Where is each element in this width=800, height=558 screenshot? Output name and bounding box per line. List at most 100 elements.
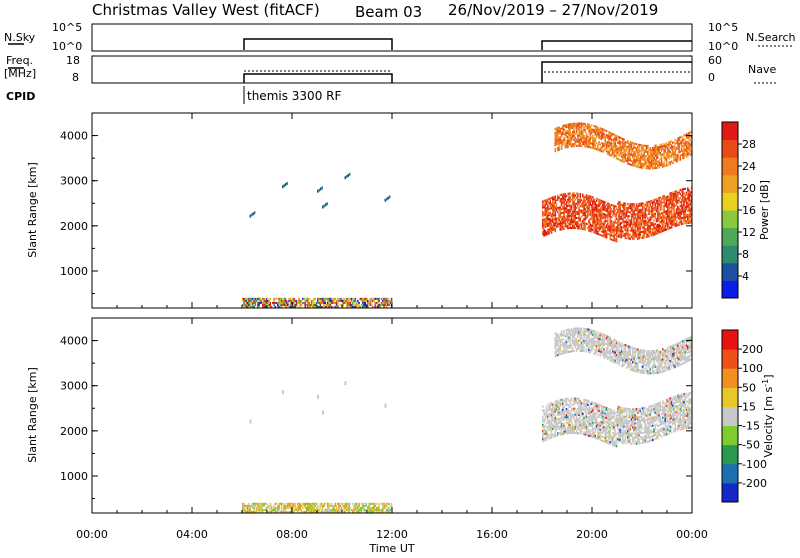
freq-tick-bottom: 8 [72, 71, 79, 84]
scatter-cell-power [630, 226, 632, 228]
scatter-cell-power [623, 223, 625, 225]
scatter-cell-vel [342, 503, 344, 505]
scatter-cell-power [566, 203, 568, 205]
scatter-cell-power [572, 127, 574, 129]
scatter-cell-vel [651, 411, 653, 413]
scatter-cell-power [263, 298, 265, 300]
scatter-cell-vel [243, 503, 245, 505]
scatter-cell-power [625, 217, 627, 219]
isolated-echo [388, 197, 390, 200]
scatter-cell-power [656, 163, 658, 165]
scatter-cell-power [570, 141, 572, 143]
scatter-cell-vel [633, 439, 635, 441]
scatter-cell-power [640, 233, 642, 235]
scatter-cell-power [572, 223, 574, 225]
scatter-cell-power [682, 223, 684, 225]
scatter-cell-vel [281, 507, 283, 509]
scatter-cell-power [655, 165, 657, 167]
scatter-cell-power [637, 219, 639, 221]
scatter-cell-vel [546, 439, 548, 441]
scatter-cell-power [555, 228, 557, 230]
scatter-cell-vel [366, 505, 368, 507]
scatter-cell-vel [638, 438, 640, 440]
scatter-cell-power [581, 139, 583, 141]
scatter-cell-power [626, 237, 628, 239]
scatter-cell-vel [566, 420, 568, 422]
isolated-echo [327, 202, 329, 205]
scatter-cell-vel [562, 399, 564, 401]
scatter-cell-vel [261, 507, 263, 509]
scatter-cell-power [638, 152, 640, 154]
scatter-cell-power [633, 238, 635, 240]
scatter-cell-power [568, 195, 570, 197]
scatter-cell-power [577, 205, 579, 207]
scatter-cell-power [633, 205, 635, 207]
y-tick-label: 3000 [60, 175, 88, 188]
scatter-cell-power [620, 208, 622, 210]
scatter-cell-power [563, 201, 565, 203]
scatter-cell-vel [571, 420, 573, 422]
scatter-cell-vel [592, 403, 594, 405]
scatter-cell-vel [542, 406, 544, 408]
scatter-cell-power [663, 219, 665, 221]
scatter-cell-power [555, 148, 557, 150]
scatter-cell-vel [656, 419, 658, 421]
scatter-cell-power [640, 235, 642, 237]
scatter-cell-power [308, 298, 310, 300]
scatter-cell-vel [313, 507, 315, 509]
scatter-cell-power [687, 202, 689, 204]
scatter-cell-vel [613, 416, 615, 418]
scatter-cell-power [580, 217, 582, 219]
scatter-cell-power [387, 302, 389, 304]
scatter-cell-power [572, 199, 574, 201]
scatter-cell-vel [621, 407, 623, 409]
scatter-cell-power [663, 153, 665, 155]
scatter-cell-power [641, 152, 643, 154]
scatter-cell-power [565, 197, 567, 199]
scatter-cell-power [658, 160, 660, 162]
scatter-cell-power [371, 298, 373, 300]
scatter-cell-vel [623, 411, 625, 413]
scatter-cell-vel [278, 505, 280, 507]
scatter-cell-vel [315, 509, 317, 511]
scatter-cell-power [581, 127, 583, 129]
scatter-cell-power [611, 208, 613, 210]
scatter-cell-vel [595, 435, 597, 437]
scatter-cell-vel [580, 420, 582, 422]
scatter-cell-vel [348, 505, 350, 507]
scatter-cell-vel [578, 426, 580, 428]
scatter-cell-power [640, 217, 642, 219]
scatter-cell-power [578, 125, 580, 127]
scatter-cell-power [565, 193, 567, 195]
scatter-cell-power [387, 298, 389, 300]
scatter-cell-power [575, 215, 577, 217]
scatter-cell-power [573, 129, 575, 131]
scatter-cell-vel [551, 430, 553, 432]
scatter-cell-vel [343, 509, 345, 511]
scatter-cell-power [576, 131, 578, 133]
scatter-cell-vel [341, 507, 343, 509]
nave-tick-top: 60 [708, 54, 722, 67]
scatter-cell-power [573, 145, 575, 147]
scatter-cell-vel [671, 425, 673, 427]
scatter-cell-vel [551, 437, 553, 439]
scatter-cell-vel [588, 400, 590, 402]
scatter-cell-vel [576, 400, 578, 402]
scatter-cell-power [567, 136, 569, 138]
scatter-cell-power [647, 151, 649, 153]
scatter-cell-power [307, 300, 309, 302]
scatter-cell-power [573, 197, 575, 199]
power-ylabel: Slant Range [km] [26, 162, 39, 258]
scatter-cell-vel [323, 505, 325, 507]
nsky-strip: N.Sky 10^5 10^0 10^5 10^0 N.Search [4, 21, 796, 53]
scatter-cell-power [660, 152, 662, 154]
scatter-cell-power [627, 140, 629, 142]
isolated-echo [346, 175, 348, 178]
scatter-cell-vel [626, 416, 628, 418]
scatter-cell-vel [570, 412, 572, 414]
scatter-cell-vel [630, 441, 632, 443]
isolated-echo [322, 206, 324, 209]
isolated-echo [386, 198, 388, 201]
scatter-cell-power [652, 155, 654, 157]
